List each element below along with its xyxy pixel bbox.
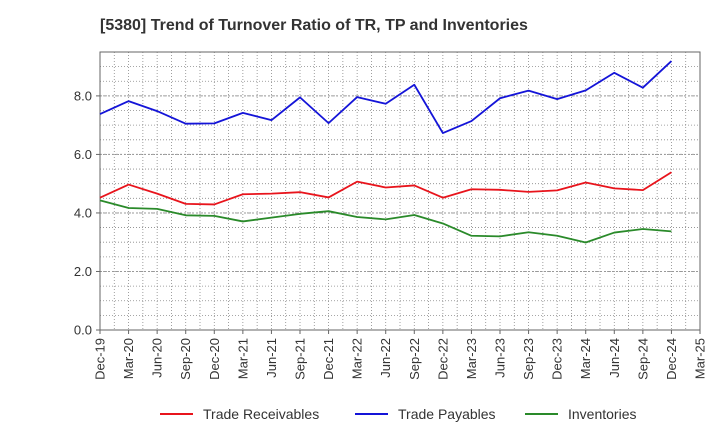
x-tick-label: Sep-20 xyxy=(178,338,193,380)
x-tick-label: Dec-24 xyxy=(664,338,679,380)
x-tick-label: Jun-24 xyxy=(607,338,622,378)
x-tick-label: Dec-19 xyxy=(93,338,108,380)
x-tick-label: Dec-23 xyxy=(550,338,565,380)
x-tick-label: Jun-20 xyxy=(150,338,165,378)
y-tick-label: 6.0 xyxy=(74,147,92,162)
x-tick-label: Sep-24 xyxy=(635,338,650,380)
y-tick-label: 8.0 xyxy=(74,88,92,103)
series-line-trade-payables xyxy=(99,60,673,134)
x-tick-label: Mar-25 xyxy=(693,338,708,379)
x-tick-label: Sep-23 xyxy=(521,338,536,380)
plot-frame xyxy=(99,51,701,331)
x-tick-label: Dec-21 xyxy=(321,338,336,380)
axis-layer: 0.0 2.0 4.0 6.0 8.0 Dec-19 Mar-20 Jun-20 Sep-20 D… xyxy=(74,51,708,380)
grid-layer xyxy=(99,51,701,331)
series-line-trade-receivables xyxy=(99,171,672,206)
x-tick-label: Sep-21 xyxy=(293,338,308,380)
x-tick-label: Mar-20 xyxy=(121,338,136,379)
chart-title: [5380] Trend of Turnover Ratio of TR, TP… xyxy=(100,17,528,34)
x-tick-label: Mar-24 xyxy=(578,338,593,379)
x-tick-label: Jun-22 xyxy=(378,338,393,378)
legend-label-trade-receivables: Trade Receivables xyxy=(203,406,319,422)
x-tick-label: Jun-23 xyxy=(493,338,508,378)
y-tick-label: 2.0 xyxy=(74,264,92,279)
series-layer xyxy=(99,60,673,244)
legend-label-trade-payables: Trade Payables xyxy=(398,406,496,422)
y-tick-label: 4.0 xyxy=(74,205,92,220)
y-tick-label: 0.0 xyxy=(74,323,92,338)
x-tick-label: Mar-22 xyxy=(350,338,365,379)
x-tick-label: Mar-23 xyxy=(464,338,479,379)
x-tick-label: Mar-21 xyxy=(235,338,250,379)
legend-label-inventories: Inventories xyxy=(568,406,636,422)
x-tick-label: Dec-22 xyxy=(435,338,450,380)
x-tick-label: Dec-20 xyxy=(207,338,222,380)
legend: Trade Receivables Trade Payables Inventori… xyxy=(160,406,636,422)
x-tick-label: Sep-22 xyxy=(407,338,422,380)
series-line-inventories xyxy=(99,199,672,244)
x-tick-label: Jun-21 xyxy=(264,338,279,378)
